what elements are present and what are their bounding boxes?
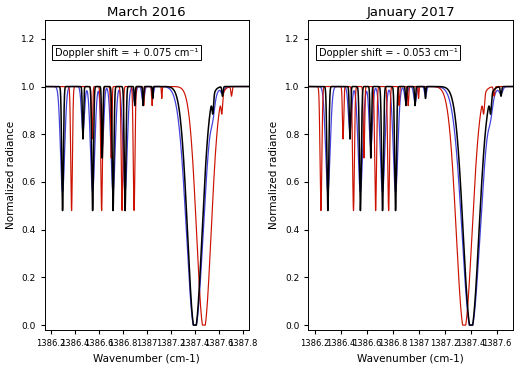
Text: Doppler shift = - 0.053 cm⁻¹: Doppler shift = - 0.053 cm⁻¹ [319,48,457,58]
Text: Doppler shift = + 0.075 cm⁻¹: Doppler shift = + 0.075 cm⁻¹ [54,48,198,58]
X-axis label: Wavenumber (cm-1): Wavenumber (cm-1) [357,354,464,363]
Y-axis label: Normalized radiance: Normalized radiance [269,121,279,229]
Title: March 2016: March 2016 [107,6,186,18]
Y-axis label: Normalized radiance: Normalized radiance [6,121,16,229]
Title: January 2017: January 2017 [366,6,455,18]
X-axis label: Wavenumber (cm-1): Wavenumber (cm-1) [93,354,200,363]
